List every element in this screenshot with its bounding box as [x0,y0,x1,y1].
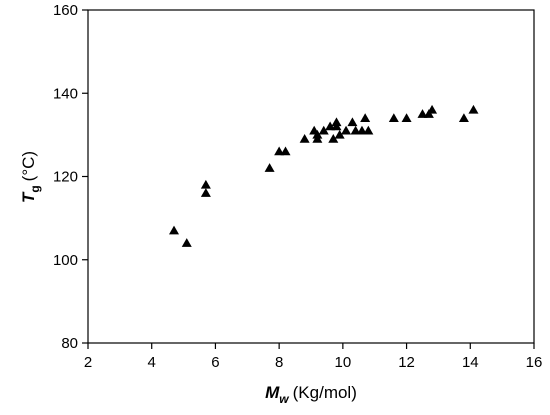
plot-area [87,9,535,344]
x-tick-label: 12 [398,354,415,371]
data-point-triangle [264,163,275,172]
data-point-triangle [169,225,180,235]
data-points [169,104,479,247]
data-point-triangle [458,113,469,122]
x-axis-title: Mw (Kg/mol) [265,383,357,406]
y-axis-title: Tg (°C) [19,151,42,203]
data-point-triangle [468,104,479,114]
x-axis-ticks: 2 4 6 8 10 12 14 16 [84,343,543,371]
y-axis-subscript: g [28,185,42,192]
data-point-triangle [200,188,211,197]
data-point-triangle [331,121,342,131]
data-point-triangle [341,125,352,135]
data-point-triangle [280,146,291,156]
data-point-triangle [401,113,412,122]
data-point-triangle [356,125,367,135]
data-point-triangle [388,113,399,122]
data-point-triangle [417,109,428,118]
data-point-triangle [363,125,374,135]
x-tick-label: 2 [84,354,92,371]
data-point-triangle [328,134,339,143]
x-axis-subscript: w [279,392,289,406]
data-point-triangle [200,179,211,189]
data-point-triangle [325,121,336,131]
y-tick-label: 160 [53,2,78,19]
data-point-triangle [299,134,310,143]
x-axis-unit: (Kg/mol) [293,383,357,402]
x-tick-label: 10 [335,354,352,371]
data-point-triangle [427,104,438,114]
y-tick-label: 100 [53,252,78,269]
x-tick-label: 4 [148,354,156,371]
x-tick-label: 8 [275,354,283,371]
data-point-triangle [312,134,323,143]
data-point-triangle [350,125,361,135]
data-point-triangle [181,238,192,247]
y-axis-unit: (°C) [19,151,38,181]
data-point-triangle [274,146,285,156]
x-axis-symbol: M [265,383,280,402]
y-axis-symbol: T [19,191,38,203]
y-axis-ticks: 80 100 120 140 160 [53,2,88,352]
data-point-triangle [360,113,371,122]
data-point-triangle [334,129,345,139]
x-tick-label: 14 [462,354,479,371]
x-tick-label: 16 [526,354,543,371]
y-tick-label: 80 [61,335,78,352]
y-tick-label: 120 [53,169,78,186]
data-point-triangle [347,117,358,127]
x-tick-label: 6 [211,354,219,371]
y-tick-label: 140 [53,85,78,102]
data-point-triangle [318,125,329,135]
